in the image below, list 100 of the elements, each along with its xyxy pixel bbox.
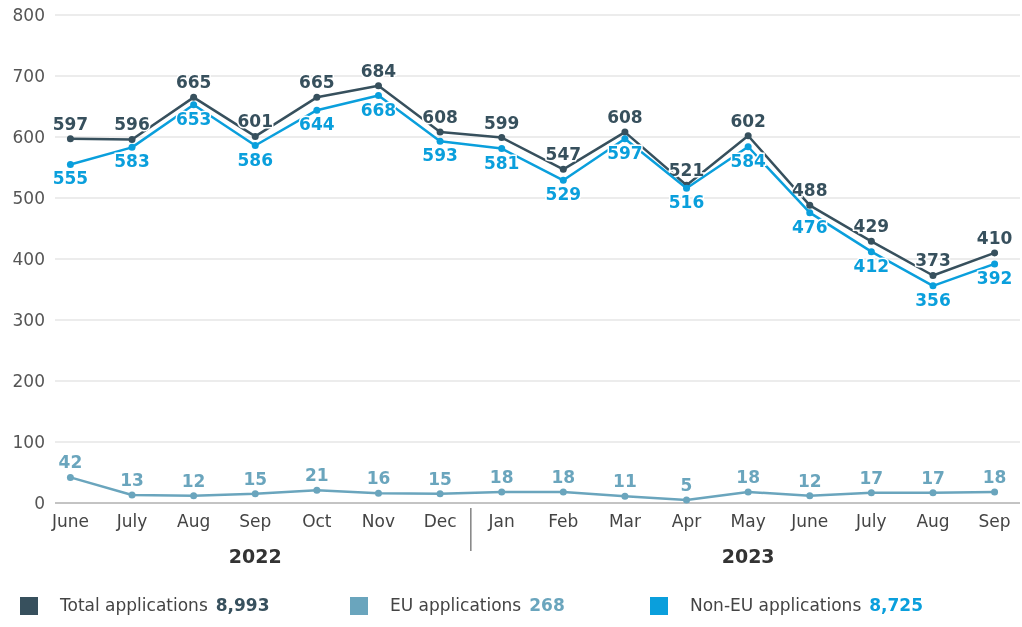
y-tick-label: 600: [12, 127, 45, 147]
point: [190, 93, 198, 101]
point: [374, 82, 382, 90]
x-tick-label: June: [790, 511, 829, 531]
data-label: 12: [181, 470, 206, 491]
data-label: 665: [175, 72, 212, 93]
text: 2023: [721, 545, 775, 567]
point: [374, 489, 382, 497]
data-label: 555: [52, 168, 89, 189]
data-label: 15: [243, 468, 268, 489]
data-label: 684: [360, 60, 397, 81]
point: [498, 488, 506, 496]
data-label: 17: [859, 467, 884, 488]
point: [683, 496, 691, 504]
data-label: 586: [237, 149, 273, 170]
x-tick-label: Sep: [239, 511, 272, 531]
data-label: 373: [915, 250, 951, 271]
point: [436, 128, 444, 136]
point: [991, 249, 999, 257]
data-label: 13: [120, 470, 144, 491]
point: [251, 132, 259, 140]
data-label: 356: [915, 289, 951, 310]
point: [66, 135, 74, 143]
data-label: 429: [853, 216, 890, 237]
point: [498, 145, 506, 153]
point: [867, 489, 875, 497]
point: [806, 209, 814, 217]
y-tick-label: 800: [12, 5, 45, 25]
point: [559, 176, 567, 184]
point: [621, 128, 629, 136]
data-label: 593: [422, 145, 458, 166]
legend-label: Total applications: [60, 595, 208, 615]
x-tick-label: June: [50, 511, 89, 531]
point: [744, 132, 752, 140]
x-tick-label: Apr: [671, 511, 702, 531]
x-tick-label: Nov: [361, 511, 396, 531]
y-tick-label: 0: [34, 493, 45, 513]
data-label: 410: [976, 227, 1013, 248]
point: [313, 93, 321, 101]
text: 8,725: [869, 595, 924, 615]
data-label: 521: [668, 160, 705, 181]
point: [991, 488, 999, 496]
point: [128, 143, 136, 151]
x-tick-label: Feb: [548, 511, 579, 531]
x-tick-label: Mar: [608, 511, 641, 531]
text: 8,993: [215, 595, 270, 615]
data-label: 602: [730, 110, 766, 131]
point: [190, 101, 198, 109]
data-label: 476: [792, 216, 828, 237]
point: [559, 165, 567, 173]
point: [128, 135, 136, 143]
point: [313, 106, 321, 114]
data-label: 665: [299, 72, 335, 93]
y-tick-label: 100: [12, 432, 45, 452]
text: 268: [529, 595, 565, 615]
point: [66, 160, 74, 168]
y-tick-label: 200: [12, 371, 45, 391]
point: [929, 282, 937, 290]
data-label: 516: [668, 192, 705, 213]
data-label: 412: [853, 255, 890, 276]
y-tick-label: 300: [12, 310, 45, 330]
point: [374, 92, 382, 100]
data-label: 608: [607, 107, 643, 128]
point: [436, 490, 444, 498]
point: [313, 486, 321, 494]
point: [621, 492, 629, 500]
x-tick-label: July: [855, 511, 887, 531]
point: [929, 489, 937, 497]
point: [559, 488, 567, 496]
point: [867, 248, 875, 256]
data-label: 529: [545, 184, 582, 205]
data-label: 12: [797, 470, 822, 491]
data-label: 583: [114, 151, 150, 172]
legend-label: Non-EU applications: [690, 595, 862, 615]
text: 2022: [228, 545, 282, 567]
point: [806, 492, 814, 500]
point: [498, 134, 506, 142]
data-label: 608: [422, 107, 458, 128]
point: [128, 491, 136, 499]
point: [744, 143, 752, 151]
x-tick-label: July: [115, 511, 148, 531]
y-tick-label: 700: [12, 66, 45, 86]
point: [66, 473, 74, 481]
point: [621, 135, 629, 143]
data-label: 644: [299, 114, 335, 135]
data-label: 42: [58, 452, 83, 473]
data-label: 5: [680, 474, 693, 495]
data-label: 547: [545, 144, 582, 165]
legend-label: EU applications: [390, 595, 522, 615]
x-tick-label: Sep: [978, 511, 1011, 531]
data-label: 17: [921, 467, 945, 488]
data-label: 596: [114, 114, 150, 135]
point: [806, 201, 814, 209]
x-tick-label: Jan: [487, 511, 515, 531]
x-tick-label: May: [730, 511, 766, 531]
data-label: 18: [489, 467, 514, 488]
x-tick-label: Aug: [177, 511, 211, 531]
point: [929, 271, 937, 279]
data-label: 601: [237, 111, 273, 132]
data-label: 15: [428, 468, 452, 489]
